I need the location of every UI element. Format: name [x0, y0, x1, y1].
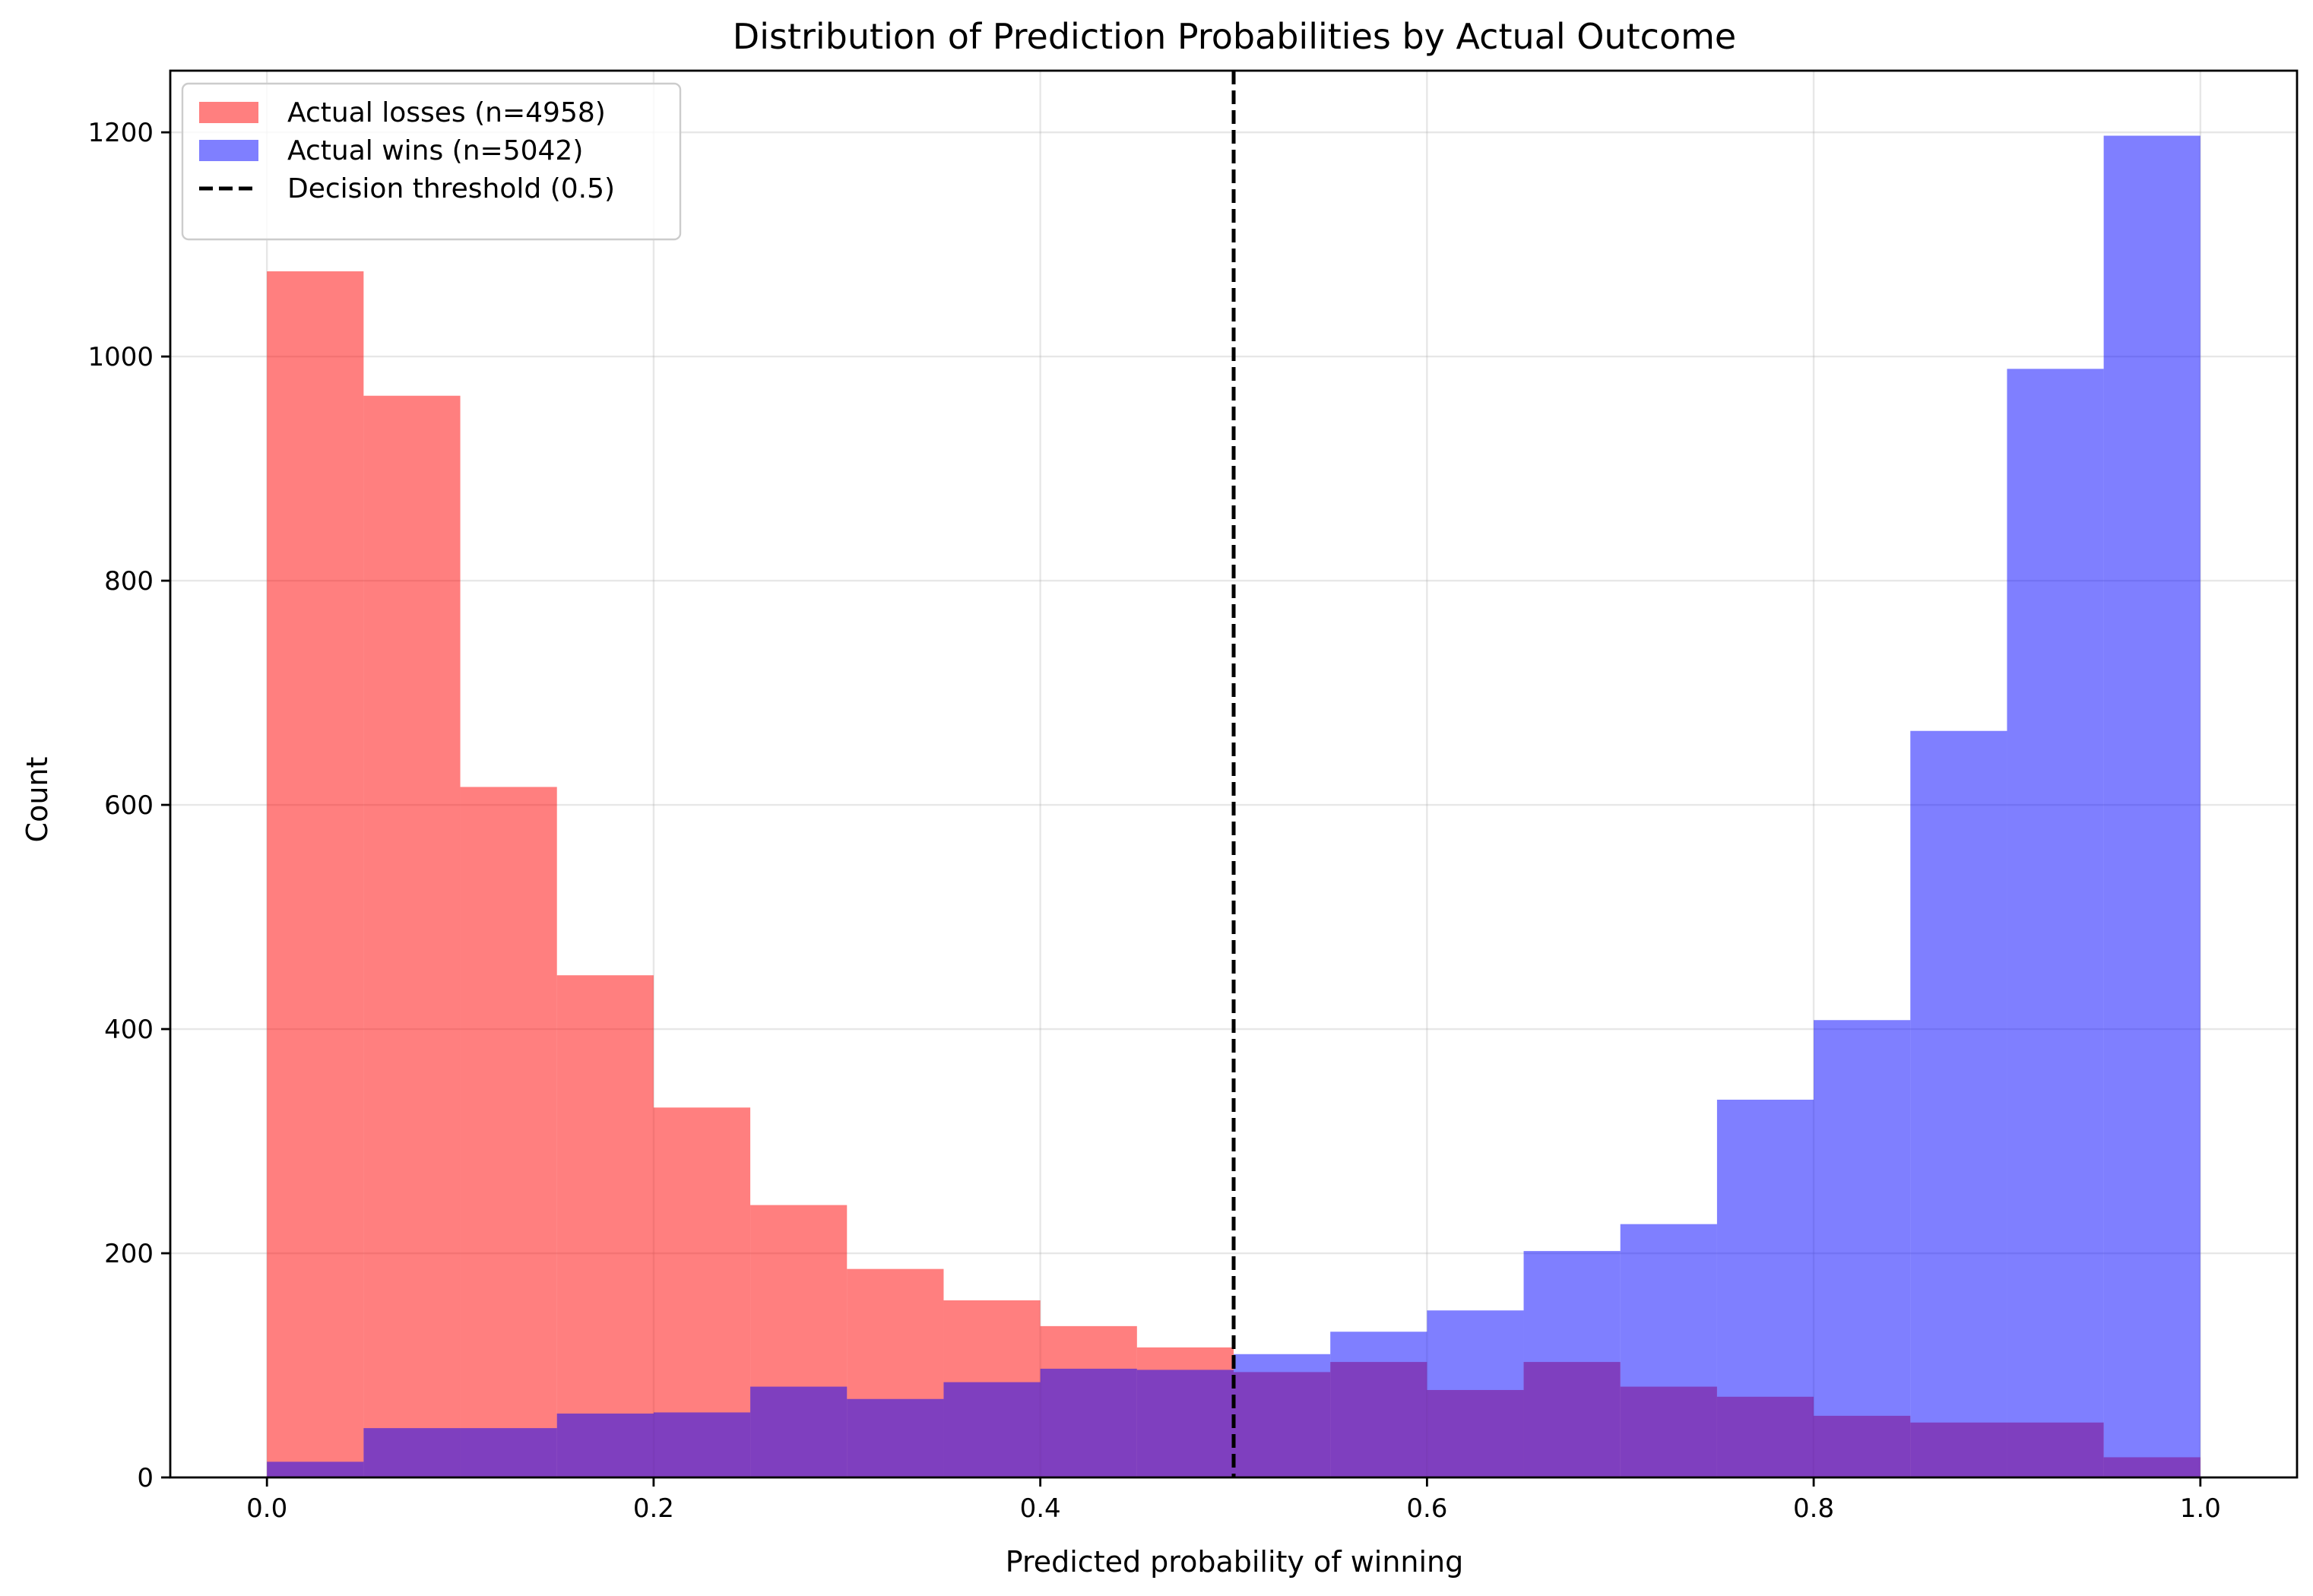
- win-bar: [460, 1428, 557, 1477]
- legend-item-losses: Actual losses (n=4958): [199, 97, 606, 128]
- win-bar: [1330, 1332, 1427, 1477]
- legend-label: Actual wins (n=5042): [287, 135, 583, 166]
- legend-frame: [181, 82, 682, 241]
- win-bar: [1814, 1020, 1911, 1477]
- loss-bar: [460, 787, 557, 1477]
- win-bar: [1040, 1368, 1137, 1477]
- win-bar: [943, 1382, 1041, 1477]
- win-bar: [1427, 1310, 1524, 1477]
- y-tick-label: 1200: [87, 118, 154, 148]
- win-bar: [556, 1413, 654, 1477]
- win-bar: [1136, 1370, 1234, 1477]
- chart-title: Distribution of Prediction Probabilities…: [733, 16, 1736, 57]
- x-tick-label: 0.2: [633, 1493, 674, 1524]
- y-axis-label: Count: [21, 757, 54, 843]
- y-tick-label: 400: [104, 1015, 154, 1045]
- legend-item-wins: Actual wins (n=5042): [199, 135, 583, 166]
- win-bar: [1620, 1224, 1717, 1477]
- win-bar: [847, 1398, 944, 1477]
- x-tick-label: 1.0: [2180, 1493, 2221, 1524]
- y-tick-label: 200: [104, 1239, 154, 1269]
- win-bar: [2103, 135, 2201, 1478]
- loss-bar: [267, 271, 364, 1477]
- x-tick-label: 0.6: [1406, 1493, 1447, 1524]
- legend: Actual losses (n=4958) Actual wins (n=504…: [181, 82, 682, 241]
- win-bar: [267, 1461, 364, 1477]
- loss-bar: [556, 975, 654, 1477]
- win-bar: [1716, 1099, 1814, 1477]
- win-bar: [1523, 1251, 1621, 1477]
- x-tick-label: 0.0: [246, 1493, 287, 1524]
- histogram-bars: [267, 135, 2201, 1478]
- win-bar: [1234, 1354, 1331, 1477]
- y-tick-label: 0: [137, 1463, 154, 1493]
- win-bar: [363, 1428, 461, 1477]
- win-bar: [1910, 730, 2007, 1477]
- win-bar: [750, 1386, 848, 1477]
- legend-swatch: [199, 102, 258, 123]
- win-bar: [2007, 369, 2104, 1478]
- legend-label: Decision threshold (0.5): [287, 173, 615, 204]
- y-tick-label: 800: [104, 566, 154, 597]
- x-axis-label: Predicted probability of winning: [1006, 1545, 1464, 1579]
- legend-swatch: [199, 140, 258, 161]
- y-tick-label: 600: [104, 790, 154, 821]
- plot-frame: [169, 69, 2299, 1479]
- x-tick-label: 0.8: [1793, 1493, 1834, 1524]
- axes: 0.0 0.2 0.4 0.6 0.8 1.0 0 200 400 600 800 1000 1200: [87, 69, 2299, 1524]
- y-tick-label: 1000: [87, 342, 154, 372]
- win-bar: [653, 1412, 751, 1477]
- legend-label: Actual losses (n=4958): [287, 97, 606, 128]
- legend-item-threshold: Decision threshold (0.5): [199, 173, 615, 204]
- loss-bar: [363, 395, 461, 1477]
- x-tick-label: 0.4: [1020, 1493, 1061, 1524]
